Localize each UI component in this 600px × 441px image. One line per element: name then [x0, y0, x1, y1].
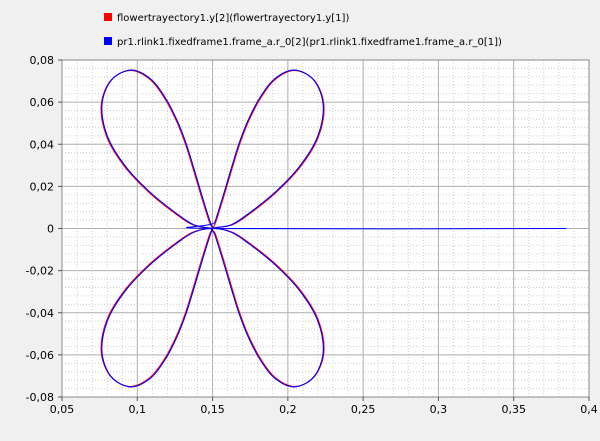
legend-swatch-1	[104, 13, 112, 21]
axes: 0,05 0,1 0,15 0,2 0,25 0,3 0,35 0,4 0,08 0,06 0,04…	[26, 54, 598, 416]
y-tick-label: -0,02	[26, 265, 54, 278]
y-tick-label: 0	[47, 223, 54, 236]
legend-label-1: flowertrayectory1.y[2](flowertrayectory1…	[117, 13, 349, 24]
y-tick-label: 0,04	[30, 138, 55, 151]
legend: flowertrayectory1.y[2](flowertrayectory1…	[104, 13, 502, 48]
y-tick-label: -0,08	[26, 391, 54, 404]
x-tick-label: 0,15	[200, 403, 225, 416]
y-tick-label: 0,08	[30, 54, 55, 67]
x-tick-label: 0,05	[50, 403, 75, 416]
y-tick-label: -0,04	[26, 307, 54, 320]
x-tick-label: 0,1	[129, 403, 147, 416]
y-tick-label: 0,02	[30, 180, 55, 193]
x-tick-label: 0,3	[430, 403, 448, 416]
series-line-2	[101, 69, 567, 388]
legend-entry-2[interactable]: pr1.rlink1.fixedframe1.frame_a.r_0[2](pr…	[104, 37, 502, 48]
y-tick-label: -0,06	[26, 349, 54, 362]
legend-swatch-2	[104, 37, 112, 45]
legend-label-2: pr1.rlink1.fixedframe1.frame_a.r_0[2](pr…	[117, 37, 502, 48]
x-tick-label: 0,35	[501, 403, 526, 416]
x-tick-label: 0,4	[580, 403, 598, 416]
x-tick-label: 0,2	[279, 403, 297, 416]
series-layer	[100, 69, 567, 388]
legend-entry-1[interactable]: flowertrayectory1.y[2](flowertrayectory1…	[104, 13, 349, 24]
y-tick-label: 0,06	[30, 96, 55, 109]
x-tick-label: 0,25	[351, 403, 376, 416]
